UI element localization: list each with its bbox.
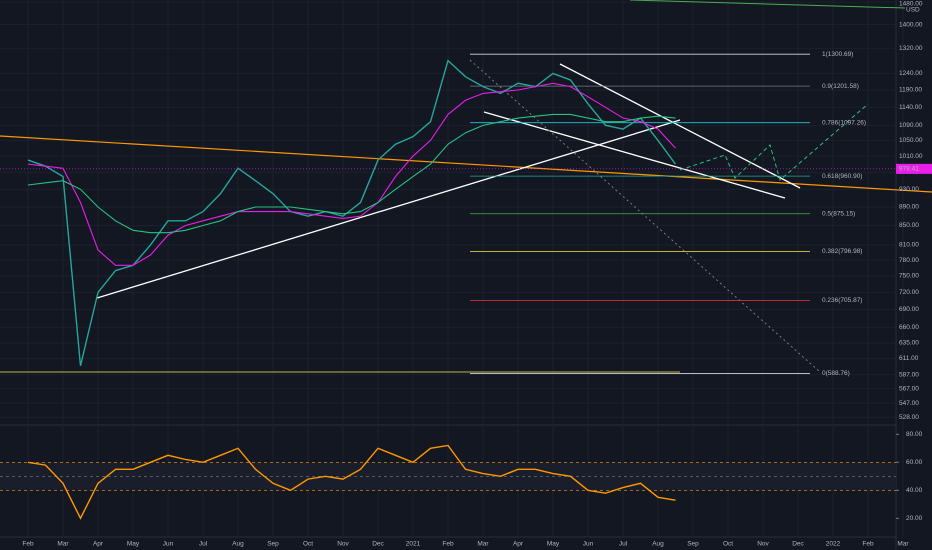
y-tick-label: 567.00	[899, 385, 919, 392]
y-tick-label: 1190.00	[899, 87, 922, 94]
x-tick-label: Dec	[372, 541, 384, 548]
y-tick-label: 1090.00	[899, 122, 923, 129]
y-tick-label: 635.00	[899, 340, 919, 347]
projection	[679, 103, 869, 181]
x-tick-label: Aug	[652, 541, 664, 548]
y-tick-label: 810.00	[899, 242, 919, 249]
fib-label: 0.9(1201.58)	[822, 83, 859, 90]
y-tick-label: 850.00	[899, 222, 919, 229]
x-tick-label: Jul	[619, 541, 628, 548]
trend-line	[629, 0, 906, 9]
x-tick-label: May	[127, 541, 140, 548]
trend-line	[0, 135, 932, 193]
x-tick-label: Jun	[163, 541, 174, 548]
x-tick-label: Oct	[303, 541, 313, 548]
x-tick-label: Nov	[337, 541, 349, 548]
x-tick-label: May	[547, 541, 560, 548]
y-tick-label: 587.00	[899, 371, 919, 378]
y-tick-label: 547.00	[899, 400, 919, 407]
fib-label: 0(588.76)	[822, 370, 850, 377]
wedge-line	[559, 63, 801, 189]
y-tick-label: 60.00	[906, 459, 923, 466]
trend-line	[96, 119, 681, 299]
series-line	[27, 59, 677, 366]
y-tick-label: 1140.00	[899, 104, 922, 111]
y-tick-label: 1240.00	[899, 70, 923, 77]
fib-diagonal	[469, 59, 821, 373]
series-line	[27, 113, 676, 234]
x-tick-label: 2022	[826, 541, 841, 548]
x-tick-label: Dec	[792, 541, 804, 548]
y-tick-label: 528.00	[899, 414, 919, 421]
y-tick-label: 1400.00	[899, 21, 923, 28]
y-tick-label: 20.00	[906, 515, 923, 522]
x-tick-label: Sep	[267, 541, 279, 548]
wedge-line	[483, 111, 786, 199]
y-tick-label: 40.00	[906, 487, 923, 494]
drawings	[0, 0, 932, 373]
x-tick-label: Jul	[199, 541, 208, 548]
price-badge	[896, 163, 932, 174]
x-tick-label: Jun	[583, 541, 594, 548]
y-tick-label: 780.00	[899, 257, 919, 264]
fib-label: 0.5(875.15)	[822, 211, 855, 218]
series-line	[27, 82, 676, 266]
fib-label: 0.618(960.90)	[822, 173, 862, 180]
y-tick-label: 1050.00	[899, 137, 923, 144]
x-tick-label: 2021	[406, 541, 421, 548]
x-tick-label: Apr	[513, 541, 524, 548]
x-tick-label: Feb	[22, 541, 34, 548]
y-tick-label: 720.00	[899, 289, 919, 296]
fib-label: 0.382(796.98)	[822, 248, 862, 255]
x-tick-label: Feb	[862, 541, 874, 548]
y-tick-label: 1010.00	[899, 153, 923, 160]
x-tick-label: Sep	[687, 541, 699, 548]
fib-label: 0.786(1097.26)	[822, 119, 866, 126]
y-tick-label: 660.00	[899, 324, 919, 331]
y-tick-label: 890.00	[899, 204, 919, 211]
x-tick-label: Nov	[757, 541, 769, 548]
fib-label: 0.236(705.87)	[822, 297, 862, 304]
price-label: 978.41	[899, 166, 919, 173]
y-tick-label: 690.00	[899, 306, 919, 313]
y-tick-label: 1480.00	[899, 1, 923, 8]
x-tick-label: Mar	[897, 541, 909, 548]
x-tick-label: Aug	[232, 541, 244, 548]
y-tick-label: 750.00	[899, 273, 919, 280]
fib-label: 1(1300.69)	[822, 51, 853, 58]
series-line	[27, 444, 676, 520]
y-tick-label: 930.00	[899, 186, 919, 193]
y-tick-label: 611.00	[899, 355, 919, 362]
x-tick-label: Apr	[93, 541, 104, 548]
x-tick-label: Mar	[57, 541, 69, 548]
currency-label: USD	[906, 7, 920, 14]
x-tick-label: Oct	[723, 541, 733, 548]
y-tick-label: 80.00	[906, 431, 923, 438]
x-tick-label: Mar	[477, 541, 489, 548]
x-tick-label: Feb	[442, 541, 454, 548]
y-tick-label: 1320.00	[899, 45, 923, 52]
